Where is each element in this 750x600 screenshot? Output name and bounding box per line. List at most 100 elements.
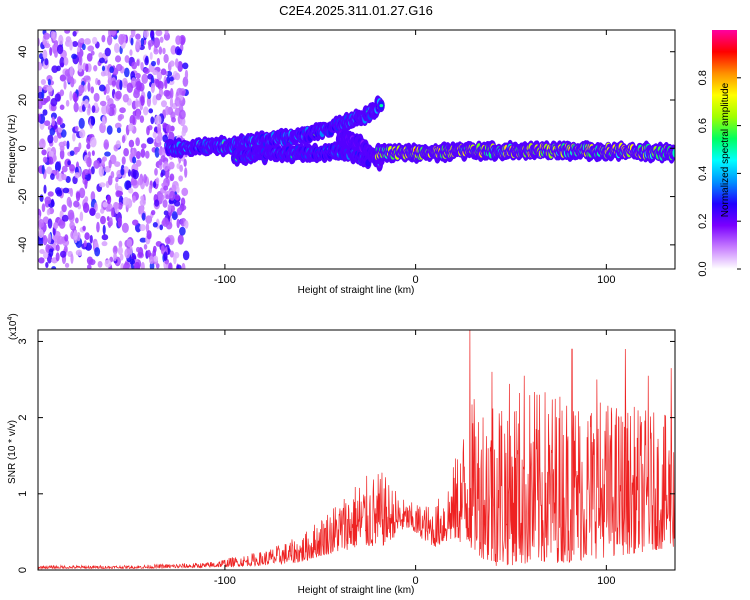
noise-blob <box>127 169 132 177</box>
noise-blob <box>84 178 88 190</box>
noise-blob <box>63 56 69 66</box>
noise-blob <box>179 164 183 173</box>
noise-blob <box>158 193 165 201</box>
noise-blob <box>92 36 98 45</box>
noise-blob <box>100 215 106 225</box>
noise-blob <box>98 84 106 92</box>
noise-blob <box>47 134 54 144</box>
noise-blob <box>87 81 91 92</box>
noise-blob <box>161 147 166 158</box>
noise-blob <box>82 202 90 214</box>
noise-blob <box>154 114 162 126</box>
noise-blob <box>42 49 48 60</box>
noise-blob <box>111 80 117 86</box>
noise-blob <box>156 57 161 66</box>
noise-blob <box>48 156 54 165</box>
noise-blob <box>150 210 156 216</box>
noise-blob <box>183 158 187 167</box>
noise-blob <box>148 108 154 114</box>
noise-blob <box>63 80 67 90</box>
noise-blob <box>43 184 47 194</box>
noise-blob <box>163 251 168 261</box>
noise-blob <box>168 262 173 269</box>
noise-blob <box>159 146 163 156</box>
spectrogram-xlabel: Height of straight line (km) <box>298 285 415 296</box>
noise-blob <box>139 115 145 123</box>
noise-blob <box>61 165 68 173</box>
snr-frame <box>37 329 676 571</box>
noise-blob <box>56 44 64 55</box>
noise-blob <box>147 73 153 80</box>
noise-blob <box>47 191 54 197</box>
noise-blob <box>55 244 60 252</box>
noise-blob <box>155 177 160 185</box>
noise-blob <box>162 199 168 208</box>
noise-blob <box>113 144 119 152</box>
noise-blob <box>129 49 133 56</box>
noise-blob <box>117 114 123 122</box>
noise-blob <box>135 137 140 147</box>
noise-blob <box>109 66 115 74</box>
noise-blob <box>47 233 52 244</box>
y-tick-label: 2 <box>17 415 29 421</box>
noise-blob <box>38 235 44 246</box>
trace-body <box>672 148 675 158</box>
noise-blob <box>167 203 172 213</box>
noise-blob <box>91 150 95 157</box>
noise-blob <box>158 158 163 166</box>
noise-blob <box>102 224 106 235</box>
snr-multiplier: (x104) <box>7 313 19 340</box>
noise-blob <box>102 201 108 208</box>
noise-blob <box>89 208 96 217</box>
noise-blob <box>86 52 93 62</box>
noise-blob <box>135 80 142 91</box>
noise-blob <box>128 187 134 194</box>
noise-blob <box>38 113 41 123</box>
noise-blob <box>49 127 56 136</box>
noise-blob <box>181 187 189 197</box>
noise-blob <box>51 266 57 269</box>
noise-blob <box>135 72 141 79</box>
noise-blob <box>78 187 86 199</box>
trace-core <box>379 103 384 108</box>
noise-blob <box>103 139 110 150</box>
noise-blob <box>150 60 156 67</box>
noise-blob <box>122 93 129 103</box>
noise-blob <box>124 55 130 63</box>
noise-blob <box>101 104 108 115</box>
noise-blob <box>86 143 91 150</box>
noise-blob <box>42 156 48 163</box>
noise-blob <box>53 135 59 143</box>
noise-blob <box>46 74 53 82</box>
noise-blob <box>83 240 87 248</box>
noise-blob <box>160 245 165 255</box>
snr-series-line <box>38 330 675 570</box>
noise-blob <box>140 148 146 158</box>
noise-blob <box>63 245 68 253</box>
noise-blob <box>38 229 44 239</box>
noise-blob <box>97 79 101 86</box>
noise-blob <box>122 196 130 206</box>
noise-blob <box>157 123 162 133</box>
noise-blob <box>163 210 169 216</box>
noise-blob <box>41 149 47 156</box>
noise-blob <box>73 102 79 113</box>
noise-blob <box>174 72 181 81</box>
noise-blob <box>128 139 135 148</box>
noise-blob <box>143 174 148 184</box>
noise-blob <box>130 30 136 38</box>
noise-blob <box>181 129 186 137</box>
x-tick-label: 100 <box>597 575 615 587</box>
noise-blob <box>180 197 186 206</box>
noise-blob <box>119 253 124 261</box>
spectrogram-image <box>38 30 675 269</box>
noise-blob <box>90 116 96 126</box>
noise-blob <box>45 262 49 269</box>
noise-blob <box>145 222 150 233</box>
noise-blob <box>116 127 122 134</box>
noise-blob <box>82 168 90 175</box>
noise-blob <box>164 30 169 36</box>
noise-blob <box>71 53 78 60</box>
noise-blob <box>133 261 141 269</box>
noise-blob <box>152 131 157 139</box>
